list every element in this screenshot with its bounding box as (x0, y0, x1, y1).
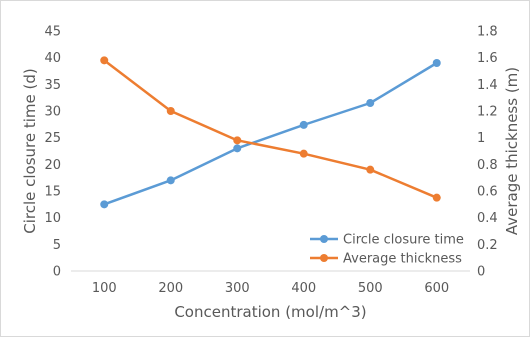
y2-tick-label: 1 (477, 131, 485, 146)
data-point-average-thickness (100, 56, 109, 65)
legend-label-circle-closure-time: Circle closure time (343, 233, 464, 248)
x-axis-ticks: 100 200 300 400 500 600 (92, 281, 449, 296)
data-point-circle-closure-time (166, 176, 175, 185)
y-tick-label: 35 (44, 78, 61, 93)
data-point-average-thickness (233, 136, 242, 145)
y-tick-label: 45 (44, 25, 61, 40)
y-tick-label: 10 (44, 211, 61, 226)
y2-tick-label: 0.2 (477, 238, 498, 253)
data-point-circle-closure-time (366, 99, 375, 107)
x-tick-label: 600 (424, 281, 449, 296)
y2-tick-label: 0.8 (477, 158, 498, 173)
x-tick-label: 400 (291, 281, 316, 296)
legend-marker-circle-closure-time (320, 235, 328, 243)
legend-label-average-thickness: Average thickness (343, 252, 462, 267)
legend: Circle closure time Average thickness (310, 233, 464, 267)
data-point-circle-closure-time (299, 120, 308, 129)
y-axis-ticks: 0 5 10 15 20 25 30 35 40 45 (44, 25, 61, 280)
y2-tick-label: 0 (477, 265, 485, 280)
x-axis-title: Concentration (mol/m^3) (174, 303, 366, 321)
y-tick-label: 40 (44, 51, 61, 66)
data-point-circle-closure-time (233, 144, 242, 153)
x-tick-label: 300 (225, 281, 250, 296)
y-tick-label: 5 (53, 238, 61, 253)
y2-tick-label: 1.2 (477, 105, 498, 120)
y-tick-label: 15 (44, 185, 61, 200)
x-tick-label: 100 (92, 281, 117, 296)
legend-marker-average-thickness (320, 254, 328, 262)
series-line-circle-closure-time (103, 61, 438, 206)
y-tick-label: 20 (44, 158, 61, 173)
y-tick-label: 30 (44, 105, 61, 120)
y2-tick-label: 0.6 (477, 185, 498, 200)
data-point-average-thickness (299, 149, 308, 158)
y2-tick-label: 1.8 (477, 25, 498, 40)
x-tick-label: 200 (158, 281, 183, 296)
y2-axis-title: Average thickness (m) (503, 67, 521, 235)
y2-tick-label: 0.4 (477, 211, 498, 226)
data-point-average-thickness (166, 107, 175, 115)
data-point-circle-closure-time (432, 59, 441, 67)
series-layer (100, 56, 441, 209)
y2-tick-label: 1.6 (477, 51, 498, 66)
data-point-average-thickness (432, 193, 441, 202)
y-tick-label: 0 (53, 265, 61, 280)
y-axis-title: Circle closure time (d) (21, 68, 39, 234)
x-tick-label: 500 (358, 281, 383, 296)
y2-tick-label: 1.4 (477, 78, 498, 93)
series-line-average-thickness (103, 59, 438, 199)
y2-axis-ticks: 0 0.2 0.4 0.6 0.8 1 1.2 1.4 1.6 1.8 (477, 25, 498, 280)
data-point-circle-closure-time (100, 200, 109, 209)
data-point-average-thickness (366, 165, 375, 174)
y-tick-label: 25 (44, 131, 61, 146)
